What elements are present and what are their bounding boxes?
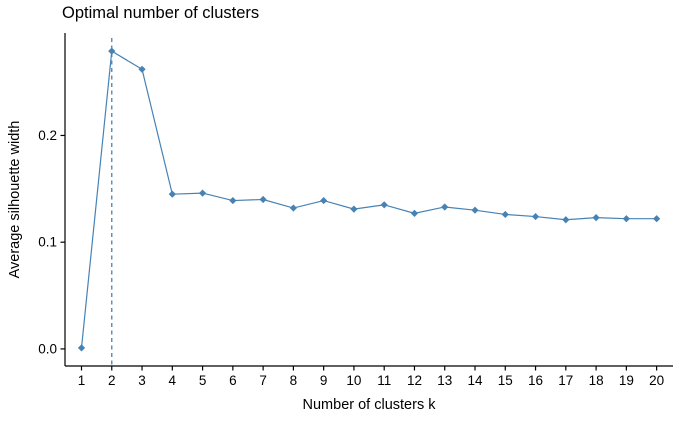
data-point-marker	[289, 204, 297, 212]
data-point-marker	[108, 47, 116, 55]
data-point-marker	[229, 196, 237, 205]
x-tick-label: 20	[649, 373, 664, 388]
data-point-marker	[622, 215, 630, 223]
x-tick-label: 19	[619, 373, 634, 388]
data-point-marker	[531, 212, 540, 221]
data-point-marker	[380, 201, 388, 209]
x-tick-label: 15	[498, 373, 513, 388]
x-tick-label: 12	[407, 373, 422, 388]
x-tick-label: 18	[589, 373, 604, 388]
data-point-marker	[350, 205, 358, 213]
x-tick-label: 10	[346, 373, 361, 388]
y-tick-label: 0.1	[38, 235, 57, 250]
x-tick-label: 13	[437, 373, 452, 388]
data-point-marker	[77, 344, 86, 352]
data-point-marker	[501, 210, 509, 219]
y-tick-label: 0.0	[38, 341, 57, 356]
x-tick-label: 14	[467, 373, 483, 388]
x-tick-label: 11	[377, 373, 391, 388]
x-tick-label: 6	[229, 373, 237, 388]
x-tick-label: 16	[528, 373, 543, 388]
x-axis-label: Number of clusters k	[302, 397, 436, 413]
x-tick-label: 5	[199, 373, 207, 388]
data-point-marker	[653, 215, 661, 223]
x-tick-label: 9	[320, 373, 328, 388]
data-point-marker	[471, 206, 479, 214]
data-point-marker	[562, 216, 570, 224]
silhouette-line	[80, 50, 657, 348]
x-tick-label: 17	[558, 373, 573, 388]
x-tick-label: 1	[78, 373, 86, 388]
x-tick-label: 3	[138, 373, 146, 388]
data-point-marker	[592, 214, 600, 222]
data-point-marker	[168, 190, 176, 198]
y-tick-label: 0.2	[38, 128, 57, 143]
x-tick-label: 7	[259, 373, 267, 388]
x-tick-label: 8	[290, 373, 298, 388]
data-point-marker	[410, 209, 419, 217]
data-point-marker	[198, 189, 207, 197]
chart-title: Optimal number of clusters	[62, 4, 260, 22]
x-tick-label: 2	[108, 373, 116, 388]
data-point-marker	[441, 203, 449, 211]
data-point-marker	[138, 65, 146, 73]
x-tick-label: 4	[169, 373, 177, 388]
data-point-marker	[259, 195, 267, 204]
data-point-marker	[320, 196, 328, 205]
